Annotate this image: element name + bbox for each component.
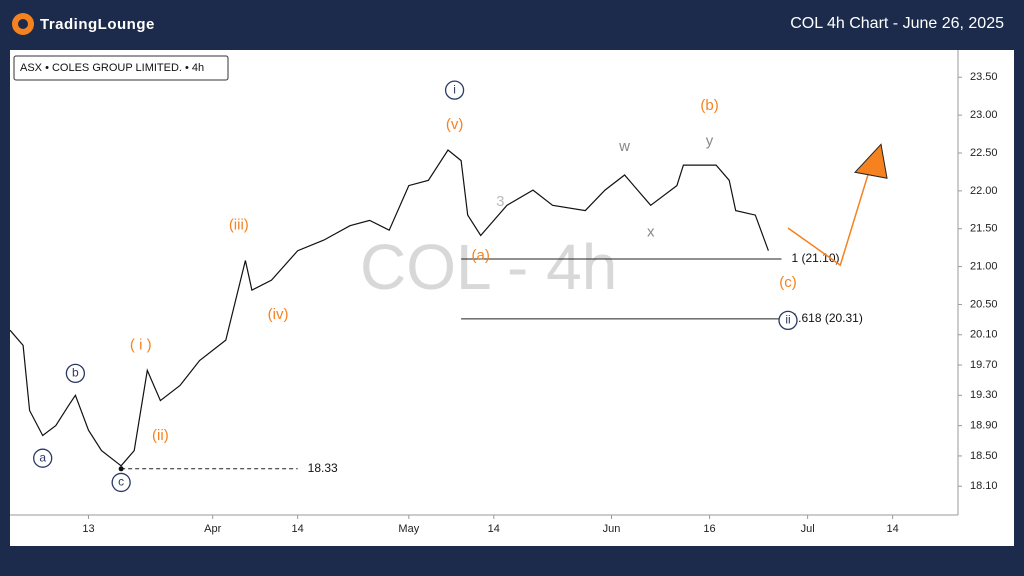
y-tick-label: 21.50 xyxy=(970,223,998,235)
x-tick-label: 14 xyxy=(488,523,500,535)
logo-text: TradingLounge xyxy=(40,15,155,33)
x-tick-label: Apr xyxy=(204,523,221,535)
y-tick-label: 23.00 xyxy=(970,109,998,121)
x-tick-label: May xyxy=(398,523,419,535)
level-label: 1.618 (20.31) xyxy=(791,311,862,325)
arrow-head xyxy=(854,143,888,179)
y-tick-label: 18.10 xyxy=(970,480,998,492)
wave-label: 3 xyxy=(496,193,504,210)
y-tick-label: 23.50 xyxy=(970,71,998,83)
wave-circle xyxy=(778,310,798,331)
y-tick-label: 22.50 xyxy=(970,147,998,159)
wave-label: y xyxy=(706,133,714,150)
x-tick-label: 16 xyxy=(703,523,715,535)
y-tick-label: 18.50 xyxy=(970,450,998,462)
header-title: COL 4h Chart - June 26, 2025 xyxy=(790,15,1004,32)
watermark: COL - 4h xyxy=(360,231,617,303)
y-tick-label: 19.70 xyxy=(970,359,998,371)
wave-label: i xyxy=(453,82,456,96)
x-tick-label: Jun xyxy=(603,523,621,535)
low-dot xyxy=(118,466,124,472)
y-tick-label: 22.00 xyxy=(970,185,998,197)
info-box xyxy=(13,55,229,81)
wave-label: (v) xyxy=(446,116,464,133)
wave-label: x xyxy=(647,223,655,240)
x-tick-label: 14 xyxy=(292,523,304,535)
wave-circle xyxy=(111,472,131,493)
logo-icon xyxy=(12,13,34,35)
wave-label: ii xyxy=(785,313,790,327)
y-tick-label: 18.90 xyxy=(970,420,998,432)
wave-label: b xyxy=(72,366,79,380)
y-tick-label: 21.00 xyxy=(970,261,998,273)
wave-label: (iv) xyxy=(268,306,289,323)
wave-label: w xyxy=(618,138,630,155)
y-tick-label: 20.50 xyxy=(970,298,998,310)
wave-label: a xyxy=(39,450,46,464)
logo: TradingLounge xyxy=(10,0,155,48)
level-label: 18.33 xyxy=(308,461,338,475)
y-tick-label: 19.30 xyxy=(970,389,998,401)
wave-circle xyxy=(65,363,86,384)
wave-label: ( i ) xyxy=(130,336,152,353)
wave-label: (c) xyxy=(779,274,797,291)
chart: ASX • COLES GROUP LIMITED. • 4h COL - 4h… xyxy=(10,50,1014,546)
info-text: ASX • COLES GROUP LIMITED. • 4h xyxy=(20,62,204,74)
x-tick-label: Jul xyxy=(801,523,815,535)
wave-circle xyxy=(444,80,465,100)
wave-label: (ii) xyxy=(152,427,169,444)
wave-label: (a) xyxy=(472,247,490,264)
x-tick-label: 13 xyxy=(82,523,94,535)
x-tick-label: 14 xyxy=(886,523,898,535)
price-line xyxy=(10,149,769,467)
y-tick-label: 20.10 xyxy=(970,329,998,341)
wave-label: c xyxy=(118,475,124,489)
wave-circle xyxy=(33,448,53,468)
price-line xyxy=(787,158,874,267)
level-label: 1 (21.10) xyxy=(791,251,839,265)
wave-label: (iii) xyxy=(229,217,249,234)
wave-label: (b) xyxy=(700,97,718,114)
